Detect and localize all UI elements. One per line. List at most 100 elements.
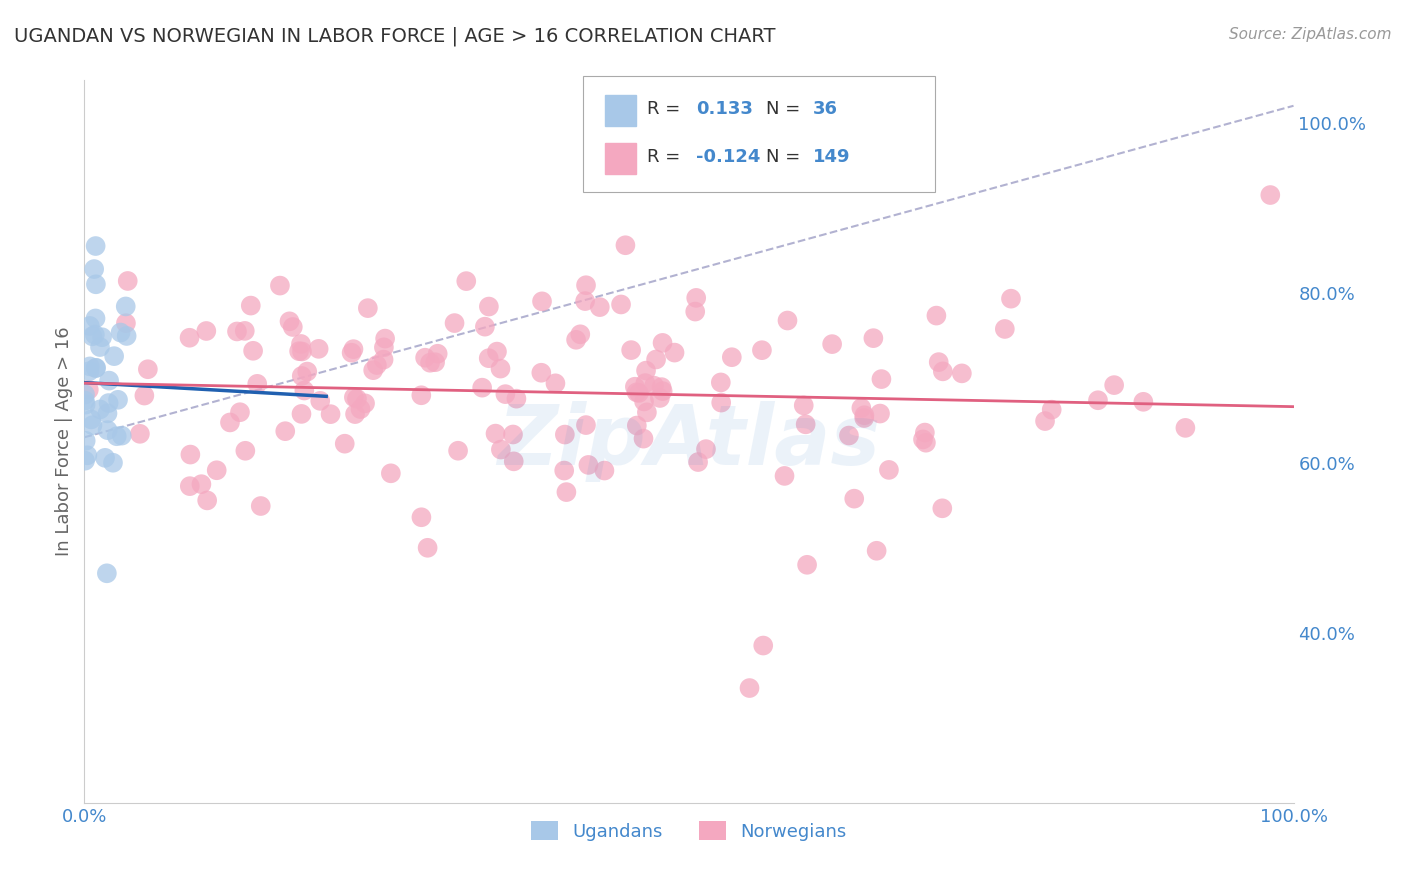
Point <box>110 326 132 340</box>
Point <box>574 294 596 309</box>
Point <box>478 351 501 366</box>
Point <box>593 464 616 478</box>
Point <box>413 351 436 365</box>
Point <box>274 424 297 438</box>
Point <box>233 443 256 458</box>
Point <box>205 463 228 477</box>
Point <box>578 458 600 472</box>
Point <box>1040 402 1063 417</box>
Point <box>278 314 301 328</box>
Point <box>75 398 97 412</box>
Point <box>853 411 876 425</box>
Point <box>269 278 291 293</box>
Point <box>134 388 156 402</box>
Point <box>911 433 934 447</box>
Point <box>82 329 104 343</box>
Point <box>645 352 668 367</box>
Point <box>720 350 742 364</box>
Point <box>344 407 367 421</box>
Point <box>291 344 314 359</box>
Point <box>319 407 342 421</box>
Point <box>84 361 107 376</box>
Point <box>555 485 578 500</box>
Point <box>575 278 598 293</box>
Point <box>994 322 1017 336</box>
Point <box>346 392 368 406</box>
Point <box>79 318 101 333</box>
Point <box>620 343 643 357</box>
Point <box>411 510 433 524</box>
Point <box>793 398 815 412</box>
Point <box>73 393 96 408</box>
Point <box>838 428 860 442</box>
Point <box>1174 421 1197 435</box>
Point <box>1132 394 1154 409</box>
Point <box>290 337 312 351</box>
Point <box>853 409 876 423</box>
Point <box>84 360 107 375</box>
Point <box>75 434 97 448</box>
Point <box>107 392 129 407</box>
Point <box>179 479 201 493</box>
Point <box>626 385 648 400</box>
Point <box>79 364 101 378</box>
Point <box>751 343 773 358</box>
Point <box>333 436 356 450</box>
Point <box>928 355 950 369</box>
Point <box>862 331 884 345</box>
Point <box>105 429 128 443</box>
Point <box>685 291 707 305</box>
Point <box>502 454 524 468</box>
Text: 0.133: 0.133 <box>696 100 752 118</box>
Point <box>614 238 637 252</box>
Point <box>915 435 938 450</box>
Point <box>624 380 647 394</box>
Point <box>342 342 364 356</box>
Point <box>752 639 775 653</box>
Text: 36: 36 <box>813 100 838 118</box>
Text: ZipAtlas: ZipAtlas <box>498 401 880 482</box>
Point <box>309 393 332 408</box>
Point <box>308 342 330 356</box>
Point <box>340 345 363 359</box>
Point <box>233 324 256 338</box>
Point <box>96 406 118 420</box>
Point <box>117 274 139 288</box>
Point <box>695 442 717 457</box>
Legend: Ugandans, Norwegians: Ugandans, Norwegians <box>524 814 853 848</box>
Point <box>683 304 706 318</box>
Point <box>179 331 201 345</box>
Point <box>494 387 516 401</box>
Point <box>531 294 554 309</box>
Point <box>94 450 117 465</box>
Point <box>416 541 439 555</box>
Point <box>354 396 377 410</box>
Point <box>91 330 114 344</box>
Text: R =: R = <box>647 148 686 166</box>
Point <box>634 363 657 377</box>
Point <box>357 301 380 315</box>
Point <box>688 455 710 469</box>
Point <box>1102 378 1125 392</box>
Point <box>83 262 105 277</box>
Point <box>1258 188 1281 202</box>
Point <box>343 390 366 404</box>
Point <box>96 566 118 581</box>
Point <box>651 380 673 394</box>
Point <box>366 358 388 372</box>
Point <box>290 407 312 421</box>
Point <box>249 499 271 513</box>
Point <box>925 309 948 323</box>
Point <box>651 384 673 398</box>
Point <box>281 320 304 334</box>
Point <box>575 418 598 433</box>
Text: 149: 149 <box>813 148 851 166</box>
Point <box>79 359 101 374</box>
Point <box>914 425 936 440</box>
Point <box>505 392 527 406</box>
Point <box>77 383 100 397</box>
Point <box>950 367 973 381</box>
Point <box>530 366 553 380</box>
Point <box>374 332 396 346</box>
Point <box>115 316 138 330</box>
